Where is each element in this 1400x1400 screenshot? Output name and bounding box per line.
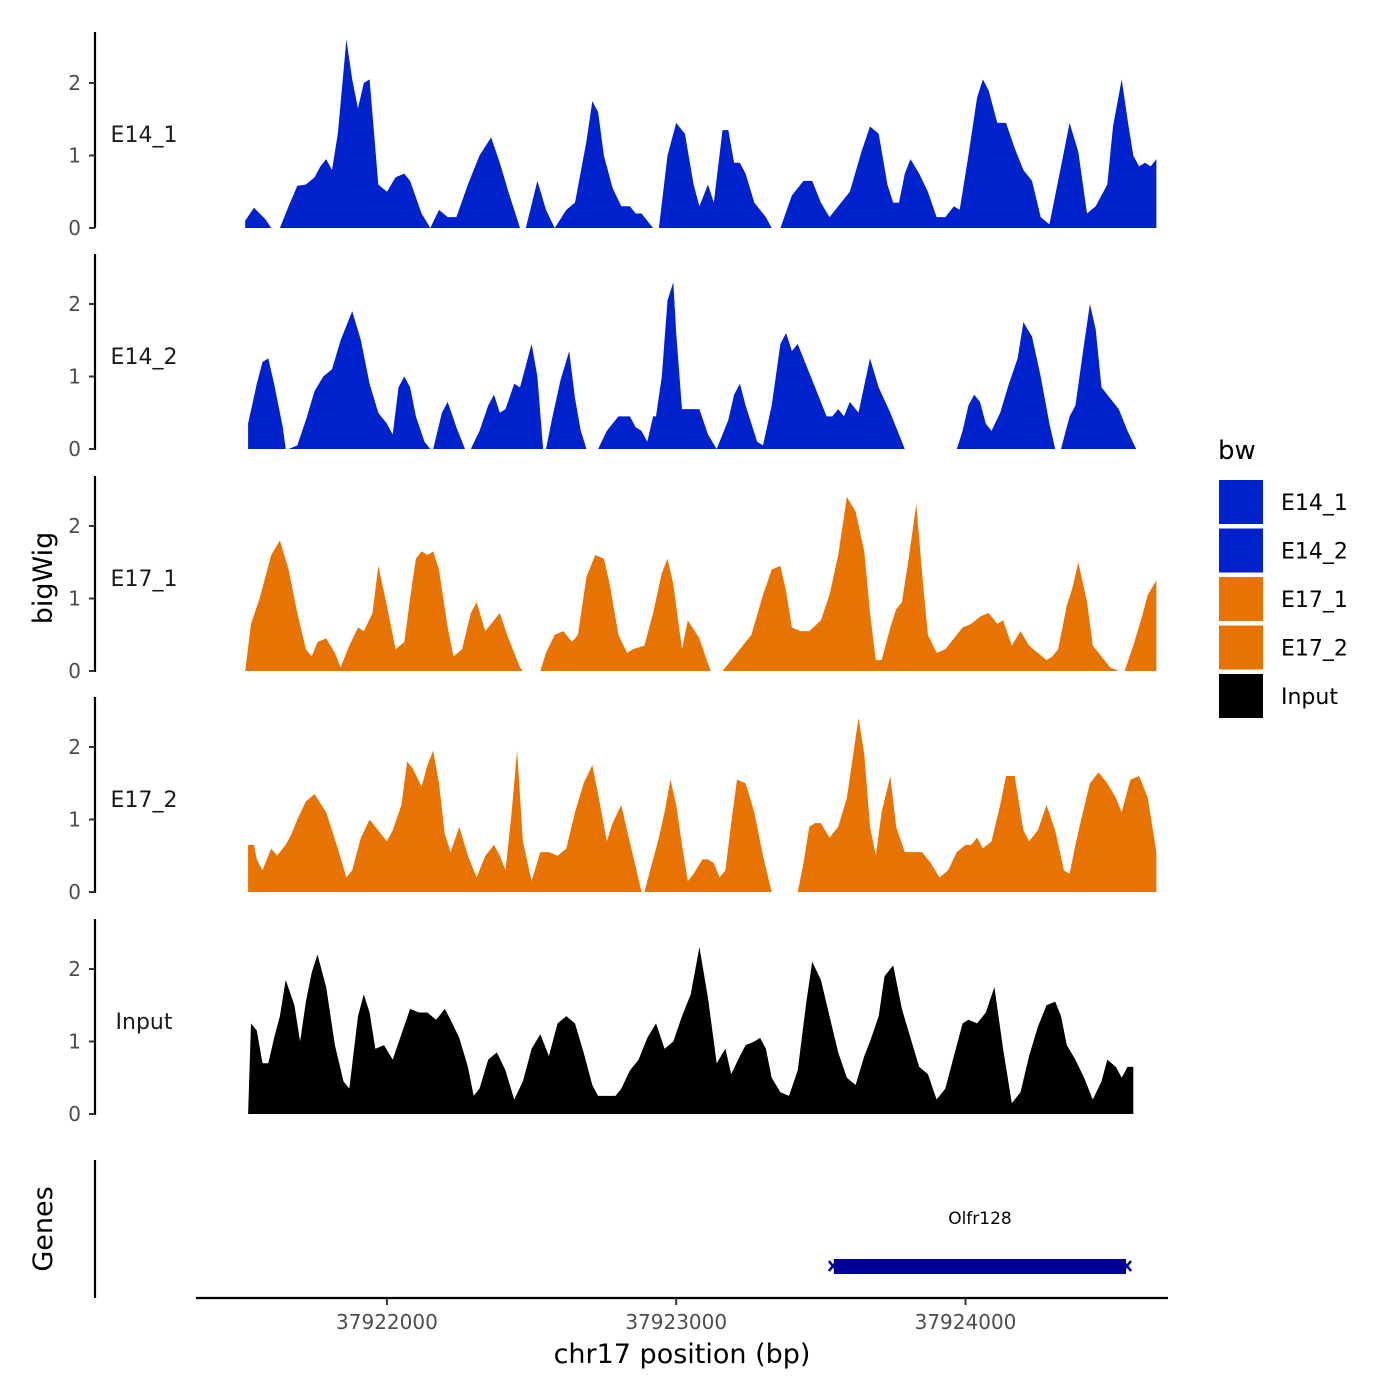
- y-tick-label-E14_2-2: 2: [68, 292, 81, 316]
- signal-area-E17_2-0: [248, 750, 642, 892]
- y-tick-label-Input-1: 1: [68, 1030, 81, 1054]
- legend-label-Input: Input: [1281, 685, 1338, 710]
- legend-swatch-Input[interactable]: [1219, 674, 1263, 718]
- track-label-E17_2: E17_2: [111, 788, 178, 813]
- y-tick-label-E14_2-0: 0: [68, 437, 81, 461]
- legend-title: bw: [1218, 436, 1256, 466]
- signal-area-E14_1-0: [245, 207, 272, 228]
- signal-area-E14_2-3: [470, 343, 544, 449]
- legend-label-E17_2: E17_2: [1281, 637, 1348, 662]
- y-tick-label-Input-0: 0: [68, 1102, 81, 1126]
- x-tick-label-37924000: 37924000: [915, 1310, 1017, 1334]
- track-label-E14_1: E14_1: [111, 123, 178, 148]
- legend-swatch-E14_2[interactable]: [1219, 528, 1263, 573]
- signal-area-E17_1-0: [245, 540, 523, 671]
- track-label-Input: Input: [116, 1010, 173, 1035]
- y-tick-label-E14_1-1: 1: [68, 144, 81, 168]
- signal-area-E14_1-1: [279, 39, 520, 228]
- y-tick-label-E17_2-0: 0: [68, 880, 81, 904]
- signal-area-E17_1-3: [1124, 580, 1157, 671]
- gene-label-olfr128: Olfr128: [948, 1209, 1012, 1229]
- gene-strand-marker-left: [827, 1260, 838, 1272]
- signal-area-E17_2-2: [797, 718, 1157, 892]
- y-tick-label-E17_2-1: 1: [68, 808, 81, 832]
- signal-area-E14_1-3: [658, 122, 772, 228]
- y-tick-label-E17_1-2: 2: [68, 514, 81, 538]
- y-tick-label-E14_1-0: 0: [68, 216, 81, 240]
- gene-body-olfr128[interactable]: [833, 1259, 1127, 1274]
- signal-area-E14_2-5: [598, 282, 717, 449]
- signal-area-E14_2-8: [1061, 304, 1137, 449]
- signal-area-E14_2-4: [546, 351, 587, 449]
- genes-axis-title: Genes: [28, 1186, 59, 1271]
- signal-area-E17_1-1: [540, 555, 711, 671]
- signal-area-E14_1-4: [780, 79, 1157, 229]
- y-tick-label-E17_2-2: 2: [68, 735, 81, 759]
- y-tick-label-E14_1-2: 2: [68, 71, 81, 95]
- signal-area-E17_1-2: [722, 497, 1119, 671]
- signal-area-E14_2-7: [956, 322, 1056, 449]
- track-label-E17_1: E17_1: [111, 567, 178, 592]
- signal-area-E17_2-1: [644, 779, 772, 892]
- legend-label-E17_1: E17_1: [1281, 588, 1348, 613]
- signal-area-E14_1-2: [525, 101, 654, 228]
- legend-label-E14_2: E14_2: [1281, 540, 1348, 565]
- y-tick-label-E17_1-0: 0: [68, 659, 81, 683]
- legend-swatch-E17_1[interactable]: [1219, 577, 1263, 621]
- gene-strand-marker-right: [1122, 1260, 1132, 1272]
- legend-label-E14_1: E14_1: [1281, 491, 1348, 516]
- track-label-E14_2: E14_2: [111, 345, 178, 370]
- signal-area-E14_2-0: [248, 358, 286, 449]
- legend-swatch-E17_2[interactable]: [1219, 625, 1263, 670]
- y-axis-title: bigWig: [28, 532, 59, 625]
- x-tick-label-37922000: 37922000: [336, 1310, 438, 1334]
- y-tick-label-E14_2-1: 1: [68, 365, 81, 389]
- signal-area-E14_2-1: [288, 311, 431, 449]
- x-axis-title: chr17 position (bp): [554, 1339, 811, 1370]
- legend-swatch-E14_1[interactable]: [1219, 480, 1263, 524]
- signal-area-E14_2-6: [716, 333, 905, 449]
- y-tick-label-Input-2: 2: [68, 957, 81, 981]
- x-tick-label-37923000: 37923000: [625, 1310, 727, 1334]
- signal-area-E14_2-2: [433, 401, 465, 449]
- signal-area-Input-0: [248, 947, 1134, 1114]
- y-tick-label-E17_1-1: 1: [68, 587, 81, 611]
